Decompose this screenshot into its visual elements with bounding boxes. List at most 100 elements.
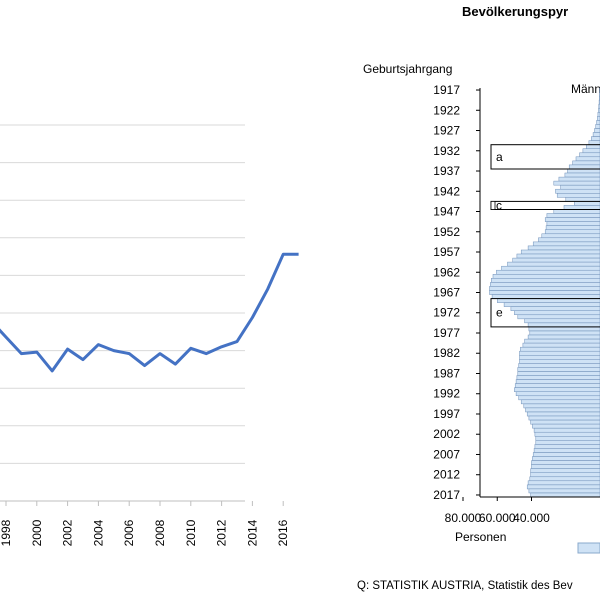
x-tick-label: 2000 <box>30 519 44 546</box>
annotation-box <box>490 144 600 170</box>
pyramid-bar <box>568 164 600 170</box>
pyramid-bar <box>553 180 600 186</box>
pyramid-bar <box>520 346 600 352</box>
y-tick-label: 1947 <box>433 205 460 219</box>
source-note: Q: STATISTIK AUSTRIA, Statistik des Bev <box>357 580 573 592</box>
pyramid-bar <box>516 253 600 259</box>
pyramid-bar <box>489 286 600 291</box>
pyramid-bar <box>556 193 600 198</box>
pyramid-bar <box>528 488 600 494</box>
pyramid-bar <box>572 160 600 166</box>
x-tick-label: 2002 <box>61 519 75 546</box>
pyramid-bar <box>496 269 600 275</box>
y-tick-label: 2012 <box>433 468 460 482</box>
pyramid-bar <box>565 197 600 202</box>
pyramid-bar <box>531 460 600 465</box>
pyramid-bar <box>512 257 600 263</box>
y-tick-label: 1952 <box>433 225 460 239</box>
pyramid-bar <box>560 184 600 190</box>
y-tick-label: 1987 <box>433 366 460 380</box>
pyramid-bar <box>527 322 600 328</box>
pyramid-bar <box>516 375 600 380</box>
pyramid-bar <box>592 132 600 137</box>
pyramid-bar <box>523 403 600 409</box>
y-tick-label: 1972 <box>433 306 460 320</box>
y-tick-label: 2017 <box>433 488 460 502</box>
pyramid-bar <box>579 152 600 158</box>
pyramid-bar <box>514 387 600 393</box>
pyramid-bar <box>517 367 600 372</box>
pyramid-bar <box>591 136 600 141</box>
y-tick-label: 1917 <box>433 83 460 97</box>
pyramid-bar <box>507 261 600 267</box>
left-series-line <box>0 252 299 373</box>
annotation-box <box>490 298 600 328</box>
pyramid-bar <box>541 233 600 239</box>
annotation-label: a <box>496 150 503 164</box>
pyramid-bar <box>555 188 600 194</box>
pyramid-bar <box>532 423 600 429</box>
pyramid-bar <box>518 363 600 368</box>
pyramid-bar <box>529 330 600 336</box>
pyramid-bar <box>588 140 600 145</box>
pyramid-annotations: a c e <box>490 144 600 328</box>
pyramid-y-axis-label: Geburtsjahrgang <box>363 62 452 76</box>
pyramid-bar <box>527 334 600 340</box>
y-tick-label: 1937 <box>433 164 460 178</box>
legend-swatch <box>577 542 600 554</box>
pyramid-bar <box>491 294 600 299</box>
pyramid-bar <box>546 221 600 226</box>
y-tick-label: 1957 <box>433 245 460 259</box>
pyramid-title: Bevölkerungspyr <box>462 4 568 19</box>
y-tick-label: 1982 <box>433 346 460 360</box>
pyramid-bar <box>519 359 600 364</box>
pyramid-bar <box>520 249 600 255</box>
x-tick-label: 2014 <box>245 519 259 546</box>
pyramid-bar <box>594 128 600 133</box>
pyramid-bar <box>535 440 600 445</box>
pyramid-bar <box>525 407 600 413</box>
pyramid-bar <box>514 383 600 388</box>
y-tick-label: 1977 <box>433 326 460 340</box>
pyramid-bar <box>527 245 600 251</box>
pyramid-bar <box>529 476 600 482</box>
y-tick-label: 2002 <box>433 427 460 441</box>
pyramid-bar <box>535 436 600 441</box>
pyramid-bar <box>519 355 600 360</box>
pyramid-bar <box>544 217 600 222</box>
left-x-tick-labels: 1998 2000 2002 2004 2006 2008 2010 2012 2014 2016 <box>0 501 290 546</box>
pyramid-bar <box>526 484 600 490</box>
y-tick-label: 2007 <box>433 447 460 461</box>
y-tick-label: 1927 <box>433 124 460 138</box>
pyramid-bar <box>538 237 600 243</box>
pyramid-y-tick-labels: 1917 1922 1927 1932 1937 1942 1947 1952 1957 1962… <box>433 83 480 502</box>
pyramid-bar <box>503 302 600 307</box>
x-tick-label: 2004 <box>91 519 105 546</box>
pyramid-bar <box>519 350 600 356</box>
pyramid-bar <box>514 310 600 316</box>
pyramid-bar <box>524 318 600 324</box>
y-tick-label: 1992 <box>433 387 460 401</box>
pyramid-bar <box>544 229 600 234</box>
pyramid-bar <box>582 148 600 153</box>
pyramid-bar <box>530 468 600 474</box>
y-tick-label: 1932 <box>433 144 460 158</box>
y-tick-label: 1942 <box>433 184 460 198</box>
pyramid-bar <box>530 472 600 478</box>
x-tick-label: 1998 <box>0 519 13 546</box>
pyramid-x-axis-label: Personen <box>455 530 506 544</box>
pyramid-bar <box>527 480 600 486</box>
pyramid-bar <box>497 298 600 303</box>
y-tick-label: 1997 <box>433 407 460 421</box>
pyramid-bar <box>532 456 600 461</box>
pyramid-bar <box>553 209 600 214</box>
pyramid-bar <box>563 205 600 210</box>
pyramid-bar <box>530 492 600 498</box>
y-tick-label: 1922 <box>433 103 460 117</box>
pyramid-bar <box>534 431 600 437</box>
pyramid-bar <box>596 120 600 125</box>
pyramid-bar <box>528 415 600 421</box>
pyramid-bar <box>490 282 600 287</box>
